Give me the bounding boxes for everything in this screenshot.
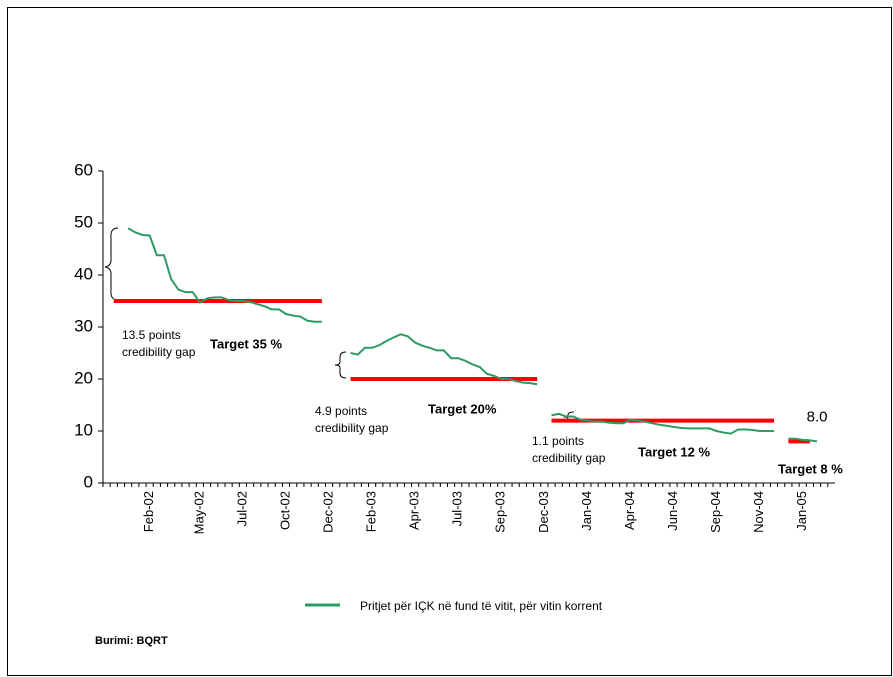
- annotation: credibility gap: [122, 345, 196, 359]
- y-tick-label: 0: [84, 472, 93, 491]
- x-tick-label: Feb-03: [364, 491, 379, 532]
- y-tick-label: 50: [74, 212, 93, 231]
- brace: [104, 227, 119, 301]
- target-line: [113, 299, 810, 444]
- x-tick-label: Jan-04: [579, 491, 594, 531]
- target-label: Target 35 %: [210, 336, 282, 351]
- x-tick-label: Jul-02: [234, 491, 249, 526]
- annotation: credibility gap: [532, 451, 606, 465]
- x-tick-label: Jan-05: [794, 491, 809, 531]
- source: Burimi: BQRT: [95, 635, 168, 647]
- x-tick-label: Dec-03: [536, 491, 551, 533]
- target-label: Target 12 %: [638, 444, 710, 459]
- series-line: [127, 227, 818, 443]
- target-label: Target 8 %: [778, 461, 843, 476]
- value-label: 8.0: [807, 408, 828, 425]
- x-tick-label: Sep-04: [708, 491, 723, 533]
- brace: [334, 351, 347, 379]
- annotation: 13.5 points: [122, 328, 181, 342]
- x-tick-label: Jul-03: [450, 491, 465, 526]
- frame: [7, 7, 892, 676]
- annotation: 4.9 points: [315, 404, 367, 418]
- annotation: credibility gap: [315, 421, 389, 435]
- x-tick-label: Nov-04: [751, 491, 766, 533]
- x-tick-label: Sep-03: [493, 491, 508, 533]
- y-tick-label: 10: [74, 420, 93, 439]
- x-tick-label: Feb-02: [141, 491, 156, 532]
- y-tick-label: 60: [74, 160, 93, 179]
- legend-label: Pritjet për IÇK në fund të vitit, për vi…: [360, 599, 603, 613]
- x-tick-label: Oct-02: [277, 491, 292, 530]
- x-tick-label: May-02: [191, 491, 206, 534]
- annotation: 1.1 points: [532, 434, 584, 448]
- x-tick-label: Dec-02: [320, 491, 335, 533]
- y-tick-label: 30: [74, 316, 93, 335]
- y-tick-label: 20: [74, 368, 93, 387]
- x-tick-label: Apr-04: [622, 491, 637, 530]
- x-tick-label: Apr-03: [407, 491, 422, 530]
- y-tick-label: 40: [74, 264, 93, 283]
- x-tick-label: Jun-04: [665, 491, 680, 531]
- target-label: Target 20%: [428, 401, 497, 416]
